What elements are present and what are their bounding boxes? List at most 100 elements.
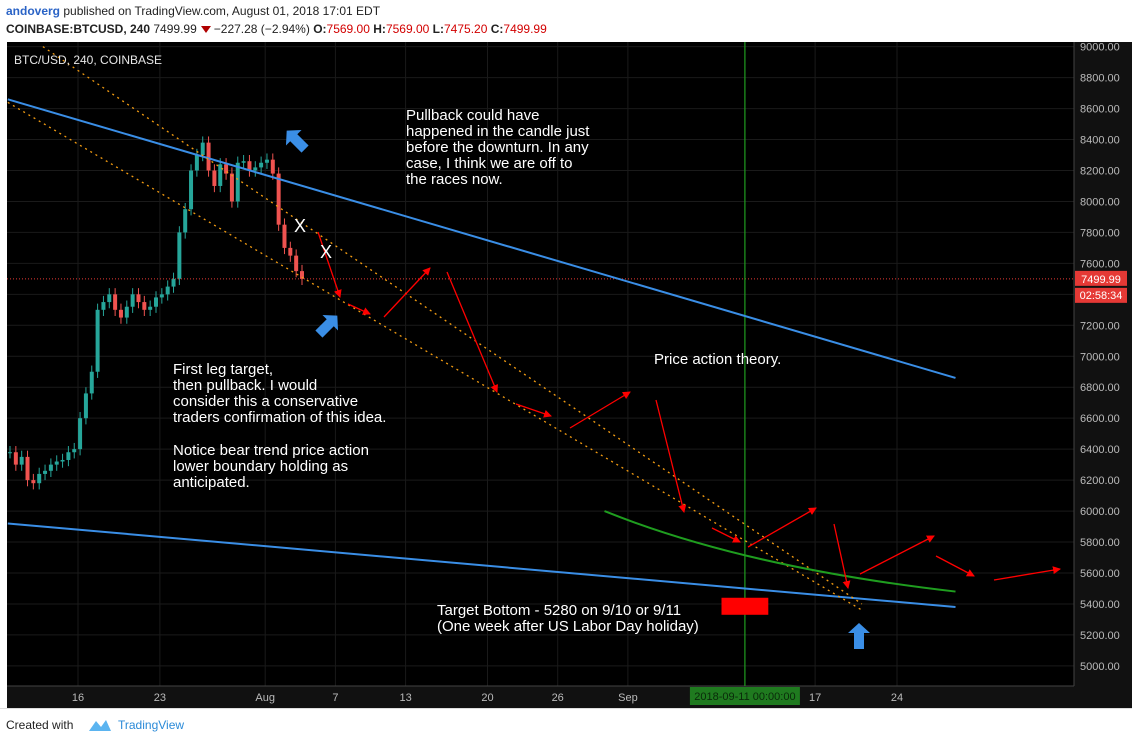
candle-body bbox=[8, 452, 12, 454]
price-axis bbox=[1074, 42, 1132, 686]
candle-body bbox=[165, 286, 170, 295]
candle-body bbox=[264, 159, 269, 163]
price-tick-label: 5200.00 bbox=[1080, 630, 1120, 642]
time-tick-label: 7 bbox=[332, 692, 338, 704]
candle-body bbox=[300, 271, 304, 279]
tradingview-logo-icon bbox=[89, 720, 111, 731]
trendline-upper[interactable] bbox=[7, 98, 956, 379]
high-value: 7569.00 bbox=[385, 22, 430, 36]
blue-arrow-2-icon bbox=[315, 314, 339, 338]
candle-body bbox=[78, 418, 83, 450]
price-tick-label: 8400.00 bbox=[1080, 135, 1120, 147]
svg-text:7499.99: 7499.99 bbox=[1081, 274, 1121, 286]
price-tick-label: 6600.00 bbox=[1080, 413, 1120, 425]
candle-body bbox=[13, 452, 18, 465]
candle-body bbox=[154, 297, 158, 307]
close-label: C: bbox=[490, 22, 504, 36]
candle-body bbox=[107, 294, 112, 303]
candle-body bbox=[118, 309, 123, 318]
candle-body bbox=[288, 247, 293, 256]
symbol-label: COINBASE:BTCUSD, 240 bbox=[6, 22, 151, 36]
time-tick-label: 26 bbox=[552, 692, 564, 704]
candle-body bbox=[136, 294, 141, 303]
price-chart[interactable]: 9000.00 8800.00 8600.00 8400.00 8200.00 8000.… bbox=[0, 42, 1132, 708]
last-price: 7499.99 bbox=[153, 22, 197, 36]
created-with-label: Created with bbox=[6, 718, 74, 732]
candle-body bbox=[282, 224, 287, 248]
channel-lower[interactable] bbox=[7, 101, 863, 611]
close-value: 7499.99 bbox=[503, 22, 547, 36]
countdown-tag: 02:58:34 bbox=[1075, 287, 1127, 303]
last-price-tag: 7499.99 bbox=[1075, 270, 1127, 286]
svg-text:2018-09-11 00:00:00: 2018-09-11 00:00:00 bbox=[694, 691, 795, 703]
candle-body bbox=[37, 473, 42, 484]
candle-body bbox=[194, 155, 199, 171]
trendline-lower[interactable] bbox=[7, 522, 956, 609]
price-tick-label: 5600.00 bbox=[1080, 568, 1120, 580]
candle-body bbox=[224, 164, 229, 174]
chart-title: BTC/USD, 240, COINBASE bbox=[14, 53, 162, 67]
plot-background bbox=[7, 42, 1074, 686]
time-tick-label: Aug bbox=[255, 692, 275, 704]
tradingview-link[interactable]: TradingView bbox=[118, 718, 185, 732]
projection-curve[interactable] bbox=[604, 510, 956, 593]
price-tick-label: 6800.00 bbox=[1080, 382, 1120, 394]
blue-arrow-3-icon bbox=[848, 623, 870, 649]
candle-body bbox=[259, 162, 264, 168]
price-tick-label: 5000.00 bbox=[1080, 661, 1120, 673]
note-bear-trend: Notice bear trend price action lower bou… bbox=[173, 442, 373, 491]
low-value: 7475.20 bbox=[444, 22, 488, 36]
candle-body bbox=[95, 309, 100, 372]
candle-body bbox=[183, 209, 188, 233]
chart-header: andoverg published on TradingView.com, A… bbox=[0, 0, 1132, 42]
open-label: O: bbox=[313, 22, 327, 36]
footer: Created with TradingView bbox=[0, 708, 1132, 743]
candle-body bbox=[130, 294, 135, 307]
candle-body bbox=[177, 232, 182, 279]
publish-info: published on TradingView.com, August 01,… bbox=[63, 4, 381, 18]
target-box[interactable] bbox=[721, 597, 769, 615]
candle-body bbox=[270, 159, 275, 174]
candle-body bbox=[200, 142, 205, 156]
ohlc-line: COINBASE:BTCUSD, 240 7499.99 −227.28 (−2.… bbox=[6, 22, 547, 36]
grid-lines bbox=[7, 42, 1074, 686]
candle-body bbox=[43, 470, 48, 474]
author-link[interactable]: andoverg bbox=[6, 4, 61, 18]
time-axis bbox=[7, 686, 1132, 708]
projection-arrows bbox=[317, 231, 1061, 589]
candle-body bbox=[19, 456, 24, 465]
candle-body bbox=[60, 459, 65, 462]
x-mark-1: X bbox=[294, 216, 306, 236]
high-label: H: bbox=[373, 22, 386, 36]
candle-body bbox=[235, 162, 240, 202]
price-tick-label: 7600.00 bbox=[1080, 258, 1120, 270]
price-tick-label: 8000.00 bbox=[1080, 196, 1120, 208]
candle-body bbox=[83, 393, 88, 419]
candle-body bbox=[276, 173, 281, 225]
price-tick-label: 5400.00 bbox=[1080, 599, 1120, 611]
price-tick-label: 6000.00 bbox=[1080, 506, 1120, 518]
candle-body bbox=[66, 452, 71, 460]
candle-body bbox=[241, 161, 246, 163]
time-tick-label: 23 bbox=[154, 692, 166, 704]
price-tick-label: 7200.00 bbox=[1080, 320, 1120, 332]
candle-body bbox=[229, 173, 234, 202]
candle-body bbox=[101, 302, 106, 310]
note-first-leg: First leg target, then pullback. I would… bbox=[173, 361, 386, 426]
candle-body bbox=[212, 170, 217, 186]
candles bbox=[8, 136, 304, 490]
note-target: Target Bottom - 5280 on 9/10 or 9/11 (On… bbox=[437, 602, 699, 635]
candle-body bbox=[206, 142, 211, 171]
candle-body bbox=[124, 306, 129, 318]
candle-body bbox=[189, 170, 194, 210]
time-axis-ticks: 16 23 Aug 7 13 20 26 Sep 17 24 bbox=[72, 692, 903, 704]
candle-body bbox=[294, 255, 299, 272]
note-theory: Price action theory. bbox=[654, 351, 781, 368]
candle-body bbox=[253, 167, 258, 171]
candle-body bbox=[218, 164, 223, 186]
down-triangle-icon bbox=[200, 26, 211, 34]
cursor-date-tag: 2018-09-11 00:00:00 bbox=[689, 687, 800, 705]
note-pullback: Pullback could have happened in the cand… bbox=[406, 107, 594, 188]
candle-body bbox=[113, 294, 118, 310]
candle-body bbox=[48, 464, 53, 471]
